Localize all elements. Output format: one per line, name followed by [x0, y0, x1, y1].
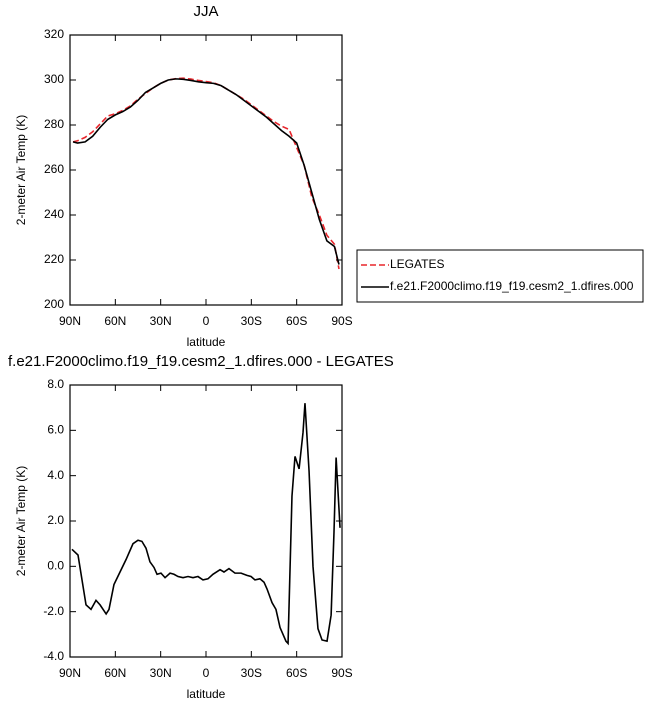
y-tick-label: 220: [44, 252, 64, 266]
y-tick-label: 2.0: [47, 513, 64, 527]
x-tick-label: 60N: [104, 666, 126, 680]
x-tick-label: 0: [203, 666, 210, 680]
y-tick-label: 320: [44, 27, 64, 41]
x-tick-label: 90N: [59, 666, 81, 680]
y-axis-label: 2-meter Air Temp (K): [14, 466, 28, 576]
y-tick-label: 8.0: [47, 377, 64, 391]
plot-frame: [69, 34, 343, 306]
y-tick-label: 4.0: [47, 468, 64, 482]
y-tick-label: 300: [44, 72, 64, 86]
x-tick-label: 90S: [331, 314, 352, 328]
data-line: [71, 403, 341, 646]
x-tick-label: 60S: [286, 314, 307, 328]
x-tick-label: 90S: [331, 666, 352, 680]
x-axis-label: latitude: [187, 687, 226, 701]
data-line: [72, 77, 340, 270]
x-tick-label: 30S: [241, 314, 262, 328]
y-tick-label: 280: [44, 117, 64, 131]
legend-label: LEGATES: [390, 257, 444, 271]
chart-title: f.e21.F2000climo.f19_f19.cesm2_1.dfires.…: [8, 353, 394, 370]
y-tick-label: 0.0: [47, 559, 64, 573]
x-tick-label: 30N: [150, 314, 172, 328]
y-axis-label: 2-meter Air Temp (K): [14, 115, 28, 225]
y-tick-label: -2.0: [43, 604, 64, 618]
chart-title: JJA: [193, 3, 218, 20]
x-tick-label: 60N: [104, 314, 126, 328]
x-tick-label: 30S: [241, 666, 262, 680]
y-tick-label: 260: [44, 162, 64, 176]
x-tick-label: 30N: [150, 666, 172, 680]
x-tick-label: 0: [203, 314, 210, 328]
data-line: [72, 78, 340, 265]
y-tick-label: -4.0: [43, 649, 64, 663]
legend-label: f.e21.F2000climo.f19_f19.cesm2_1.dfires.…: [390, 279, 634, 293]
x-tick-label: 60S: [286, 666, 307, 680]
x-tick-label: 90N: [59, 314, 81, 328]
plot-frame: [69, 384, 343, 658]
y-tick-label: 200: [44, 297, 64, 311]
y-tick-label: 240: [44, 207, 64, 221]
y-tick-label: 6.0: [47, 423, 64, 437]
x-axis-label: latitude: [187, 335, 226, 349]
legend-box: [356, 249, 644, 303]
